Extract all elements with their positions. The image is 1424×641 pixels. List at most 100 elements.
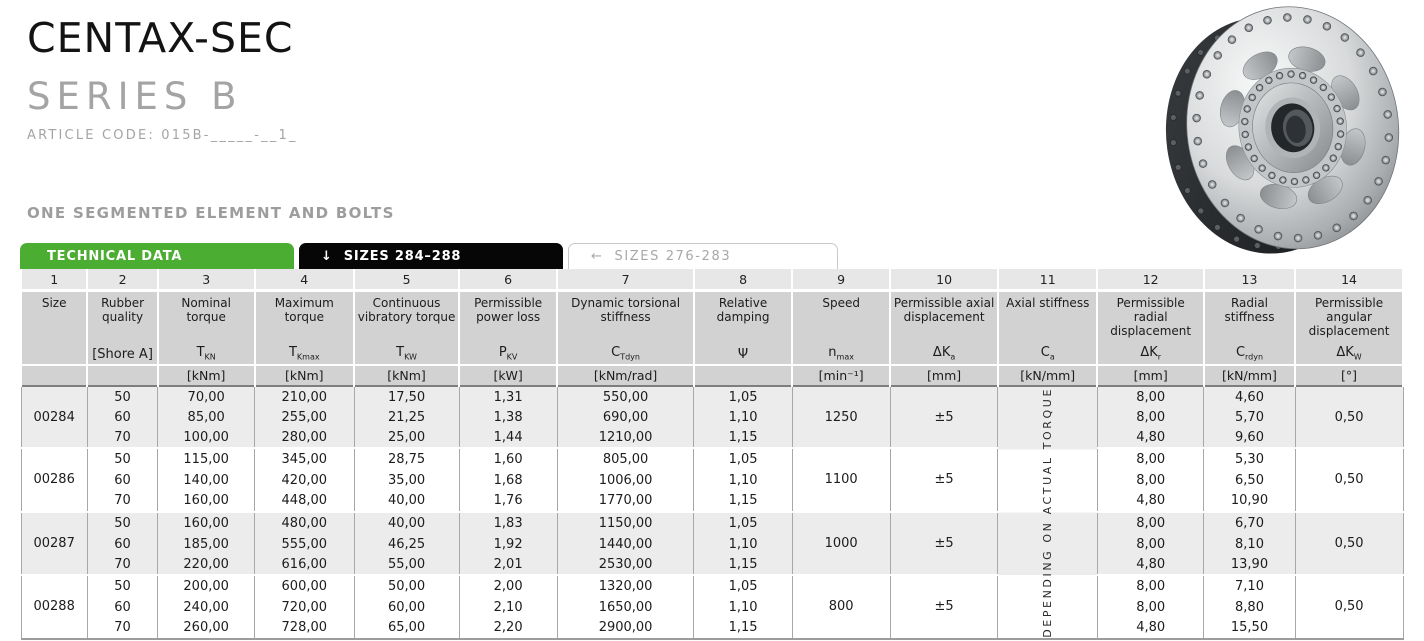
tab-sizes-276-283[interactable]: ← SIZES 276-283 (568, 243, 838, 269)
column-number: 1 (19, 269, 89, 292)
cell-vibratory-torque: 21,25 (353, 407, 460, 427)
cell-rubber-quality: 70 (86, 490, 159, 512)
table-row: 60 140,00 420,00 35,00 1,68 1006,00 1,10 8,00 6,… (21, 470, 1403, 491)
cell-vibratory-torque: 28,75 (353, 447, 460, 471)
column-number: 3 (156, 269, 256, 292)
cell-nominal-torque: 115,00 (157, 447, 256, 471)
cell-radial-displacement: 8,00 (1096, 574, 1205, 598)
cell-vibratory-torque: 40,00 (353, 510, 460, 535)
cell-relative-damping: 1,15 (693, 490, 793, 512)
cell-rubber-quality: 70 (86, 617, 159, 639)
cell-radial-displacement: 4,80 (1096, 427, 1205, 448)
column-number: 12 (1096, 269, 1205, 292)
column-name: Axial stiffness (1006, 296, 1090, 310)
column-unit: [°] (1294, 364, 1404, 386)
cell-nominal-torque: 160,00 (157, 510, 256, 535)
cell-nominal-torque: 185,00 (157, 534, 256, 555)
cell-power-loss: 1,68 (458, 470, 558, 491)
cell-axial-displacement: ±5 (889, 574, 999, 639)
cell-angular-displacement: 0,50 (1294, 574, 1404, 639)
cell-vibratory-torque: 40,00 (353, 490, 460, 512)
cell-radial-stiffness: 13,90 (1203, 554, 1296, 576)
cell-torsional-stiffness: 805,00 (556, 447, 695, 471)
cell-rubber-quality: 50 (86, 447, 159, 471)
cell-radial-stiffness: 5,70 (1203, 407, 1296, 427)
cell-nominal-torque: 220,00 (157, 554, 256, 576)
cell-radial-displacement: 4,80 (1096, 554, 1205, 576)
table-row: 60 85,00 255,00 21,25 1,38 690,00 1,10 8,00 5,70 (21, 407, 1403, 427)
cell-nominal-torque: 85,00 (157, 407, 256, 427)
column-unit: [kW] (458, 364, 559, 386)
cell-relative-damping: 1,05 (693, 574, 793, 598)
cell-radial-displacement: 8,00 (1096, 510, 1205, 535)
cell-rubber-quality: 50 (86, 510, 159, 535)
cell-radial-stiffness: 10,90 (1203, 490, 1296, 512)
cell-size: 00286 (20, 447, 88, 512)
column-name: Size (41, 296, 67, 310)
page-title: CENTAX-SEC (27, 14, 294, 62)
cell-rubber-quality: 70 (86, 554, 159, 576)
column-unit (19, 364, 89, 386)
cell-torsional-stiffness: 1440,00 (556, 534, 695, 555)
cell-nominal-torque: 240,00 (157, 597, 256, 618)
technical-data-table: 1 2 3 4 5 6 7 8 9 10 11 12 13 14 Size Rubber quality [Sh… (19, 269, 1404, 640)
cell-relative-damping: 1,05 (693, 385, 793, 407)
column-name: Relative damping (716, 296, 770, 325)
table-row: 60 185,00 555,00 46,25 1,92 1440,00 1,10 8,00 8,… (21, 534, 1403, 555)
column-header: Permissible axial displacement ΔKa (889, 290, 999, 365)
column-unit: [mm] (1096, 364, 1205, 386)
left-arrow-icon: ← (591, 249, 604, 264)
cell-vibratory-torque: 55,00 (353, 554, 460, 576)
column-symbol: Ca (1040, 345, 1055, 362)
section-heading: ONE SEGMENTED ELEMENT AND BOLTS (27, 204, 395, 222)
column-header: Nominal torque TKN (156, 290, 256, 365)
cell-torsional-stiffness: 1006,00 (556, 470, 695, 491)
cell-relative-damping: 1,15 (693, 427, 793, 448)
cell-radial-displacement: 4,80 (1096, 490, 1205, 512)
cell-vibratory-torque: 65,00 (353, 617, 460, 639)
cell-rubber-quality: 60 (86, 597, 159, 618)
cell-maximum-torque: 255,00 (254, 407, 355, 427)
cell-power-loss: 1,31 (458, 385, 558, 407)
cell-nominal-torque: 160,00 (157, 490, 256, 512)
tab-sizes-284-288[interactable]: ↓ SIZES 284–288 (299, 243, 563, 269)
column-name: Permissible power loss (474, 296, 543, 325)
cell-power-loss: 2,10 (458, 597, 558, 618)
cell-angular-displacement: 0,50 (1294, 447, 1404, 512)
column-name: Speed (822, 296, 860, 310)
cell-radial-stiffness: 8,10 (1203, 534, 1296, 555)
down-arrow-icon: ↓ (321, 248, 333, 264)
column-unit: [kNm] (156, 364, 256, 386)
column-header: Speed nmax (791, 290, 892, 365)
cell-vibratory-torque: 17,50 (353, 385, 460, 407)
title-block: CENTAX-SEC SERIES B ARTICLE CODE: 015B-_… (27, 14, 298, 143)
cell-nominal-torque: 140,00 (157, 470, 256, 491)
column-number: 2 (86, 269, 159, 292)
cell-maximum-torque: 616,00 (254, 554, 355, 576)
cell-relative-damping: 1,15 (693, 554, 793, 576)
cell-torsional-stiffness: 1770,00 (556, 490, 695, 512)
tab-technical-data[interactable]: TECHNICAL DATA (20, 243, 294, 269)
cell-speed: 1250 (791, 385, 891, 448)
tab-sizes-276-283-label: SIZES 276-283 (614, 249, 732, 264)
cell-power-loss: 1,76 (458, 490, 558, 512)
column-symbol: [Shore A] (92, 347, 153, 362)
cell-vibratory-torque: 46,25 (353, 534, 460, 555)
table-row: 70 260,00 728,00 65,00 2,20 2900,00 1,15 4,80 15… (21, 617, 1403, 639)
cell-axial-stiffness-note: DEPENDING ON ACTUAL TORQUE (997, 385, 1098, 639)
cell-axial-displacement: ±5 (889, 510, 999, 576)
column-header: Permissible angular displacement ΔKW (1294, 290, 1404, 365)
column-symbol: ΔKa (932, 345, 956, 362)
table-row: 00288 50 200,00 600,00 50,00 2,00 1320,00 1,05 8… (20, 574, 1404, 639)
table-row: 00284 50 70,00 210,00 17,50 1,31 550,00 1,05 125… (20, 385, 1404, 639)
cell-power-loss: 2,01 (458, 554, 558, 576)
cell-radial-displacement: 8,00 (1096, 407, 1205, 427)
table-row: 00286 50 115,00 345,00 28,75 1,60 805,00 1,05 11… (20, 447, 1404, 512)
cell-angular-displacement: 0,50 (1294, 510, 1404, 576)
cell-torsional-stiffness: 1210,00 (556, 427, 695, 448)
cell-vibratory-torque: 60,00 (353, 597, 460, 618)
column-number: 11 (996, 269, 1099, 292)
cell-radial-stiffness: 8,80 (1203, 597, 1296, 618)
product-image-coupling (1144, 0, 1418, 262)
